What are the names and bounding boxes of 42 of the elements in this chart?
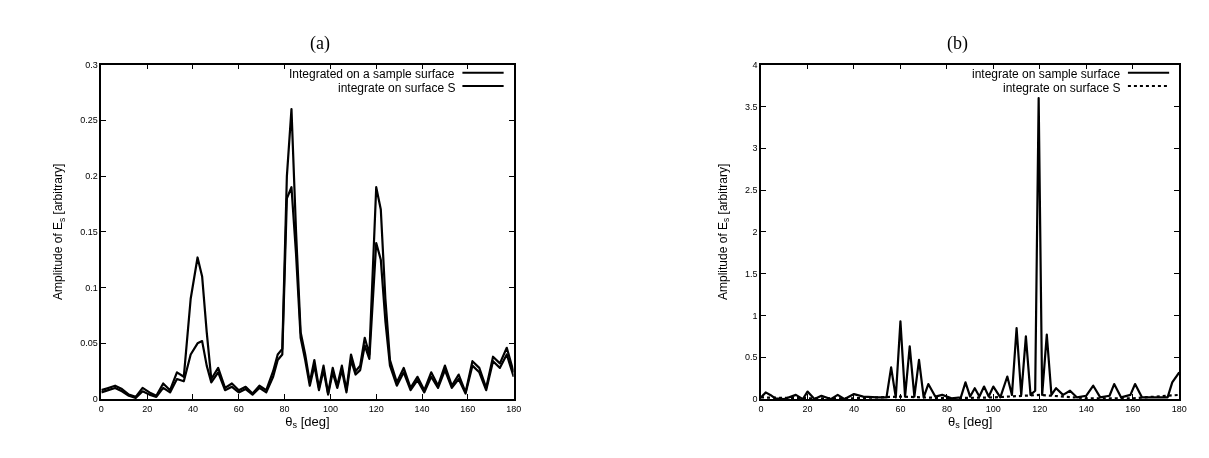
x-tick-label: 160: [1125, 403, 1141, 414]
y-tick-label: 0: [752, 394, 758, 405]
x-tick-label: 100: [985, 403, 1001, 414]
y-tick-label: 3: [752, 143, 758, 154]
legend-label: integrate on surface S: [338, 81, 456, 95]
x-tick-label: 120: [368, 403, 384, 414]
y-tick-label: 0.3: [85, 59, 98, 70]
y-tick-label: 0.2: [85, 171, 98, 182]
y-tick-label: 0.1: [85, 282, 98, 293]
x-tick-label: 80: [941, 403, 952, 414]
x-tick-label: 120: [1032, 403, 1048, 414]
x-tick-label: 80: [279, 403, 290, 414]
y-tick-label: 0.25: [80, 115, 98, 126]
x-tick-label: 180: [506, 403, 522, 414]
chart-title: (b): [947, 33, 968, 54]
x-tick-label: 100: [322, 403, 338, 414]
x-tick-label: 60: [895, 403, 906, 414]
y-tick-label: 0.15: [80, 226, 98, 237]
x-tick-label: 180: [1171, 403, 1187, 414]
x-tick-label: 140: [1078, 403, 1094, 414]
y-tick-label: 3.5: [744, 101, 758, 112]
y-tick-label: 1: [752, 310, 758, 321]
x-tick-label: 20: [142, 403, 153, 414]
x-tick-label: 160: [460, 403, 476, 414]
x-tick-label: 60: [233, 403, 244, 414]
x-tick-label: 40: [187, 403, 198, 414]
y-tick-label: 0.5: [744, 352, 758, 363]
x-tick-label: 20: [802, 403, 813, 414]
legend-label: Integrated on a sample surface: [289, 67, 455, 81]
legend-label: integrate on sample surface: [972, 67, 1121, 81]
x-tick-label: 40: [848, 403, 859, 414]
y-tick-label: 4: [752, 59, 758, 70]
x-tick-label: 140: [414, 403, 430, 414]
chart-title: (a): [310, 33, 330, 54]
x-axis-title: θ$_{s}$ [deg]: [947, 413, 993, 431]
y-tick-label: 1.5: [744, 268, 758, 279]
y-tick-label: 0.05: [80, 338, 98, 349]
legend-label: integrate on surface S: [1003, 81, 1121, 95]
y-tick-label: 2.5: [744, 185, 758, 196]
y-tick-label: 2: [752, 226, 758, 237]
y-tick-label: 0: [92, 394, 98, 405]
x-axis-title: θ$_{s}$ [deg]: [285, 413, 330, 431]
